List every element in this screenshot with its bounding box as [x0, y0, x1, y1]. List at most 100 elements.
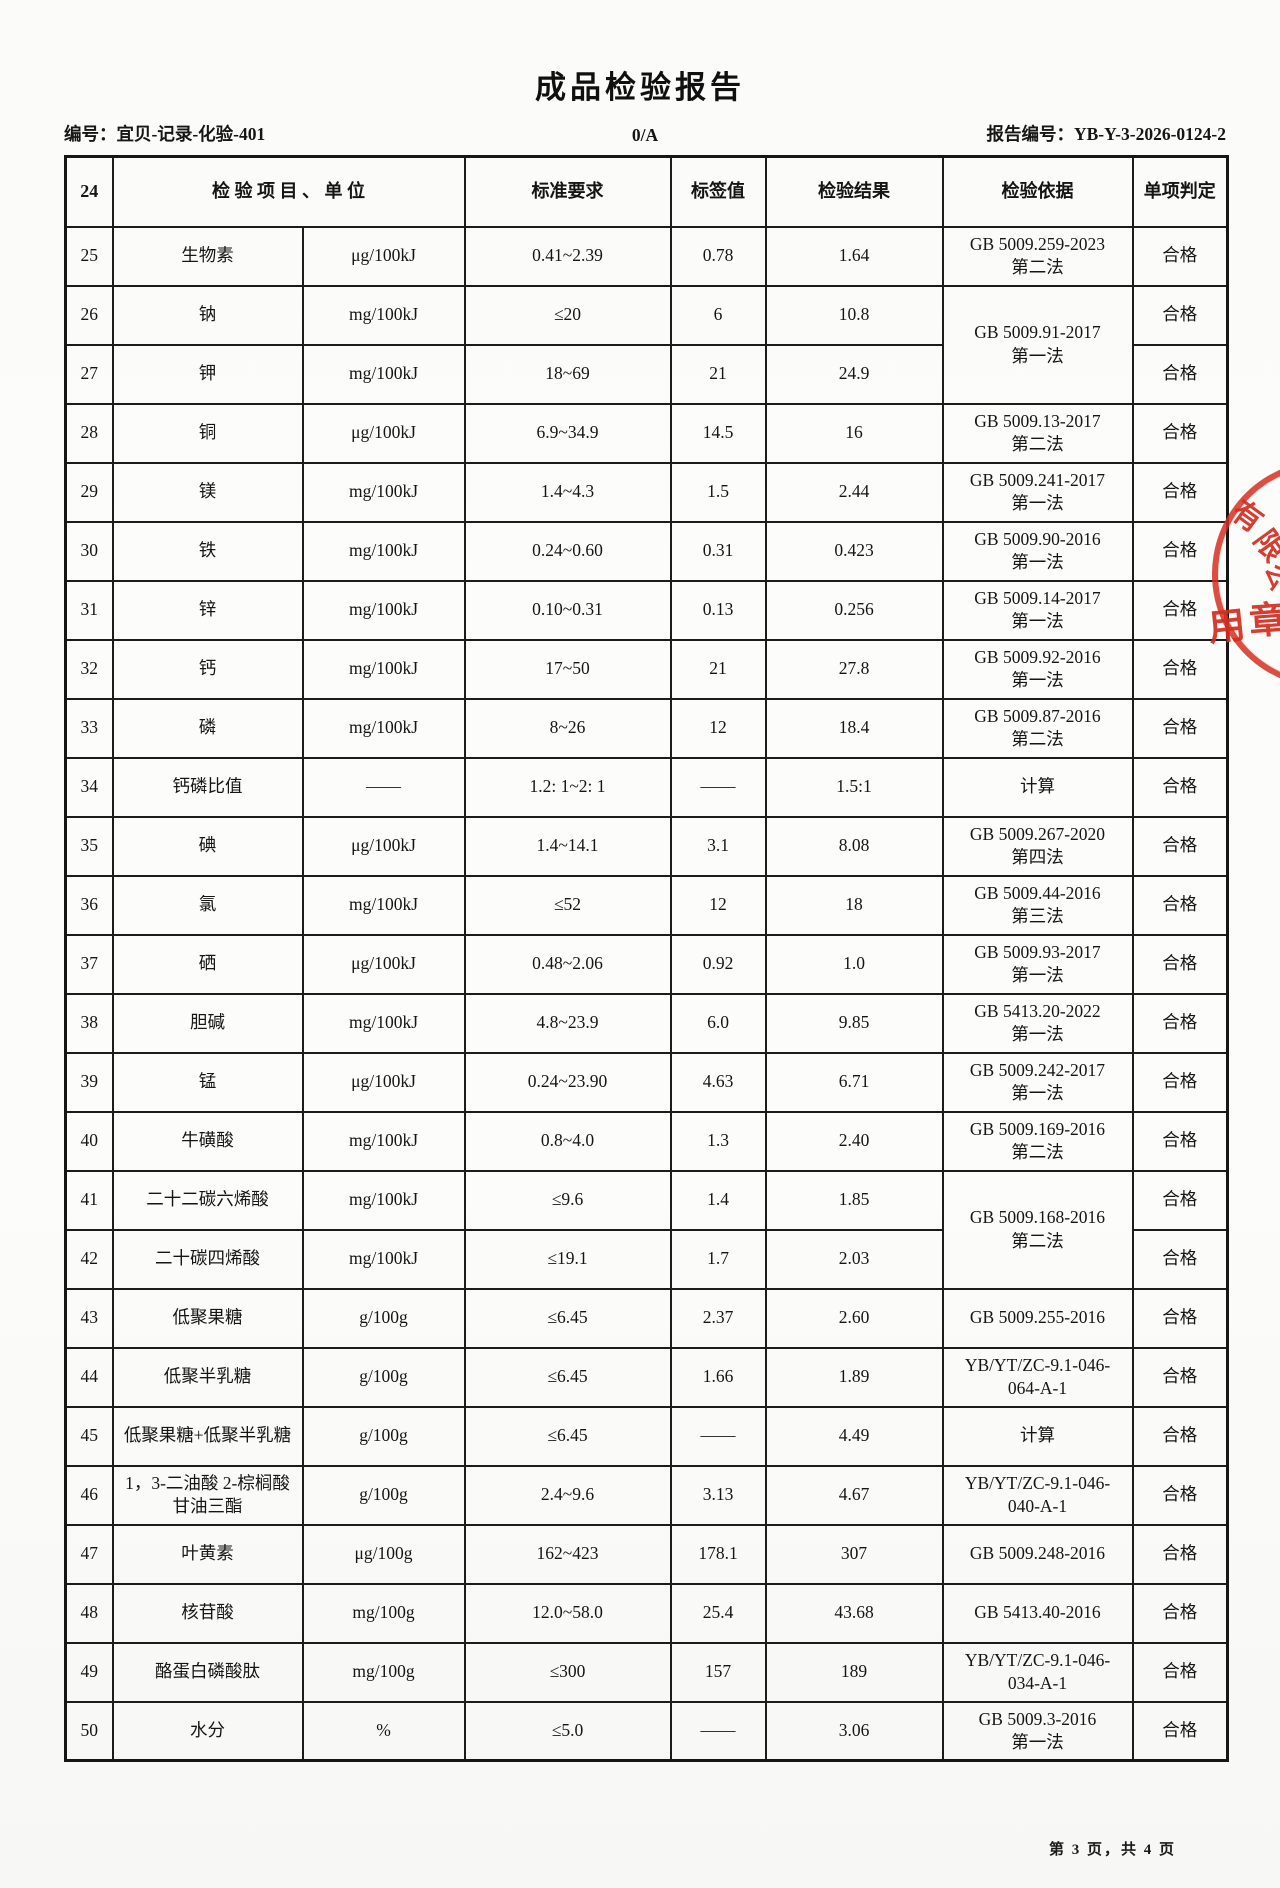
cell-label-value: ——	[669, 1405, 767, 1467]
cell-test-basis: GB 5009.87-2016 第二法	[941, 697, 1134, 759]
doc-version: 0/A	[631, 125, 659, 145]
cell-item-name: 钾	[111, 343, 304, 405]
cell-verdict: 合格	[1131, 1464, 1229, 1526]
cell-row-number: 43	[64, 1287, 114, 1349]
cell-standard-requirement: 2.4~9.6	[463, 1464, 672, 1526]
cell-test-result: 9.85	[764, 992, 944, 1054]
cell-row-number: 34	[64, 756, 114, 818]
cell-verdict: 合格	[1131, 1523, 1229, 1585]
cell-row-number: 32	[64, 638, 114, 700]
cell-unit: μg/100kJ	[301, 815, 466, 877]
cell-unit: g/100g	[301, 1405, 466, 1467]
cell-item-name: 氯	[111, 874, 304, 936]
cell-test-result: 10.8	[764, 284, 944, 346]
cell-label-value: ——	[669, 1700, 767, 1762]
cell-label-value: 1.7	[669, 1228, 767, 1290]
cell-verdict: 合格	[1131, 1582, 1229, 1644]
cell-label-value: 1.66	[669, 1346, 767, 1408]
cell-item-name: 水分	[111, 1700, 304, 1762]
cell-unit: mg/100kJ	[301, 1228, 466, 1290]
cell-label-value: 1.5	[669, 461, 767, 523]
header-basis: 检验依据	[941, 155, 1134, 228]
cell-row-number: 44	[64, 1346, 114, 1408]
cell-row-number: 27	[64, 343, 114, 405]
cell-standard-requirement: 4.8~23.9	[463, 992, 672, 1054]
cell-item-name: 牛磺酸	[111, 1110, 304, 1172]
table-row: 48 核苷酸 mg/100g 12.0~58.0 25.4 43.68 GB 5…	[64, 1582, 1229, 1644]
cell-unit: mg/100kJ	[301, 638, 466, 700]
cell-standard-requirement: 1.2: 1~2: 1	[463, 756, 672, 818]
cell-standard-requirement: 8~26	[463, 697, 672, 759]
table-row: 31 锌 mg/100kJ 0.10~0.31 0.13 0.256 GB 50…	[64, 579, 1229, 641]
cell-test-result: 43.68	[764, 1582, 944, 1644]
cell-item-name: 碘	[111, 815, 304, 877]
cell-verdict: 合格	[1131, 756, 1229, 818]
header-item-unit: 检 验 项 目 、 单 位	[111, 155, 466, 228]
cell-test-result: 18.4	[764, 697, 944, 759]
cell-item-name: 胆碱	[111, 992, 304, 1054]
cell-test-basis: GB 5009.3-2016 第一法	[941, 1700, 1134, 1762]
cell-verdict: 合格	[1131, 933, 1229, 995]
page-footer: 第 3 页，共 4 页	[1048, 1842, 1176, 1858]
cell-test-basis: GB 5009.14-2017 第一法	[941, 579, 1134, 641]
page-title: 成品检验报告	[535, 70, 745, 105]
cell-test-basis: GB 5009.13-2017 第二法	[941, 402, 1134, 464]
cell-standard-requirement: ≤6.45	[463, 1287, 672, 1349]
cell-unit: μg/100kJ	[301, 225, 466, 287]
cell-row-number: 31	[64, 579, 114, 641]
cell-test-result: 16	[764, 402, 944, 464]
cell-label-value: 21	[669, 638, 767, 700]
table-row: 43 低聚果糖 g/100g ≤6.45 2.37 2.60 GB 5009.2…	[64, 1287, 1229, 1349]
table-row: 33 磷 mg/100kJ 8~26 12 18.4 GB 5009.87-20…	[64, 697, 1229, 759]
cell-standard-requirement: 162~423	[463, 1523, 672, 1585]
cell-label-value: 0.13	[669, 579, 767, 641]
cell-verdict: 合格	[1131, 225, 1229, 287]
table-row: 41 二十二碳六烯酸 mg/100kJ ≤9.6 1.4 1.85 GB 500…	[64, 1169, 1229, 1290]
cell-item-name: 二十碳四烯酸	[111, 1228, 304, 1290]
cell-test-basis: GB 5009.90-2016 第一法	[941, 520, 1134, 582]
doc-number: 编号：宜贝-记录-化验-401	[64, 124, 266, 144]
cell-test-basis: GB 5009.255-2016	[941, 1287, 1134, 1349]
cell-test-result: 307	[764, 1523, 944, 1585]
cell-test-basis: GB 5009.242-2017 第一法	[941, 1051, 1134, 1113]
table-row: 37 硒 μg/100kJ 0.48~2.06 0.92 1.0 GB 5009…	[64, 933, 1229, 995]
cell-row-number: 28	[64, 402, 114, 464]
cell-item-name: 二十二碳六烯酸	[111, 1169, 304, 1231]
cell-label-value: 0.92	[669, 933, 767, 995]
table-row: 42 二十碳四烯酸 mg/100kJ ≤19.1 1.7 2.03 合格	[64, 1228, 1229, 1290]
cell-unit: mg/100kJ	[301, 579, 466, 641]
cell-row-number: 48	[64, 1582, 114, 1644]
table-row: 28 铜 μg/100kJ 6.9~34.9 14.5 16 GB 5009.1…	[64, 402, 1229, 464]
cell-item-name: 钙	[111, 638, 304, 700]
cell-test-basis: GB 5009.267-2020 第四法	[941, 815, 1134, 877]
cell-verdict: 合格	[1131, 284, 1229, 346]
cell-standard-requirement: ≤9.6	[463, 1169, 672, 1231]
cell-standard-requirement: ≤300	[463, 1641, 672, 1703]
table-row: 36 氯 mg/100kJ ≤52 12 18 GB 5009.44-2016 …	[64, 874, 1229, 936]
table-header-row: 24 检 验 项 目 、 单 位 标准要求 标签值 检验结果 检验依据 单项判定	[64, 155, 1229, 228]
cell-test-basis: GB 5413.40-2016	[941, 1582, 1134, 1644]
table-row: 25 生物素 μg/100kJ 0.41~2.39 0.78 1.64 GB 5…	[64, 225, 1229, 287]
table-row: 46 1，3-二油酸 2-棕榈酸甘油三酯 g/100g 2.4~9.6 3.13…	[64, 1464, 1229, 1526]
cell-verdict: 合格	[1131, 1641, 1229, 1703]
cell-unit: mg/100kJ	[301, 697, 466, 759]
cell-test-result: 189	[764, 1641, 944, 1703]
cell-label-value: 1.3	[669, 1110, 767, 1172]
header-row-no: 24	[64, 155, 114, 228]
table-row: 38 胆碱 mg/100kJ 4.8~23.9 6.0 9.85 GB 5413…	[64, 992, 1229, 1054]
table-row: 45 低聚果糖+低聚半乳糖 g/100g ≤6.45 —— 4.49 计算 合格	[64, 1405, 1229, 1467]
cell-label-value: ——	[669, 756, 767, 818]
cell-test-basis: GB 5009.259-2023 第二法	[941, 225, 1134, 287]
cell-row-number: 39	[64, 1051, 114, 1113]
cell-row-number: 47	[64, 1523, 114, 1585]
cell-verdict: 合格	[1131, 1051, 1229, 1113]
cell-test-result: 24.9	[764, 343, 944, 405]
cell-verdict: 合格	[1131, 874, 1229, 936]
cell-standard-requirement: 17~50	[463, 638, 672, 700]
cell-row-number: 38	[64, 992, 114, 1054]
cell-unit: mg/100kJ	[301, 461, 466, 523]
cell-test-result: 1.5:1	[764, 756, 944, 818]
cell-row-number: 30	[64, 520, 114, 582]
cell-test-result: 2.40	[764, 1110, 944, 1172]
table-row: 29 镁 mg/100kJ 1.4~4.3 1.5 2.44 GB 5009.2…	[64, 461, 1229, 523]
